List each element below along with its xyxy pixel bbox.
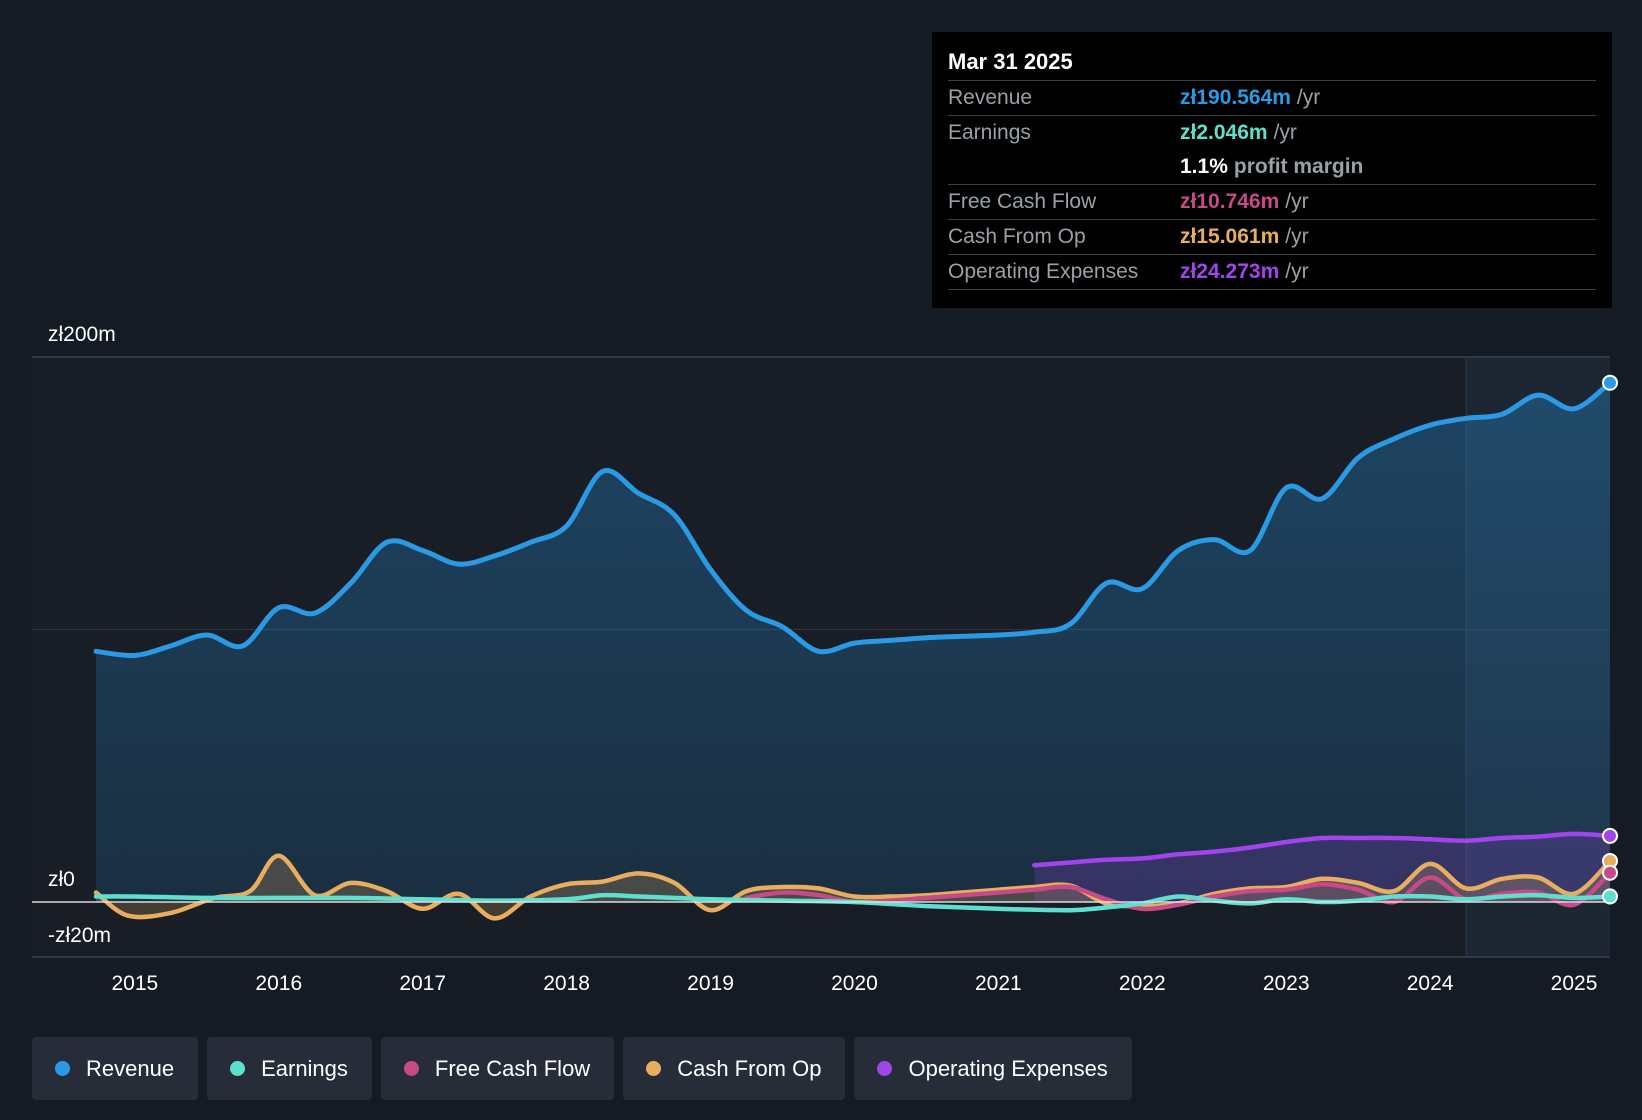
- tooltip-value: zł190.564m: [1180, 86, 1291, 109]
- x-tick-label: 2015: [111, 972, 158, 995]
- legend-label: Cash From Op: [677, 1055, 822, 1081]
- legend-dot-icon: [877, 1061, 893, 1076]
- tooltip-value: zł10.746m: [1180, 190, 1280, 213]
- end-marker-earnings: [1602, 888, 1618, 905]
- x-tick-label: 2025: [1551, 972, 1598, 995]
- legend-label: Operating Expenses: [908, 1055, 1108, 1081]
- tooltip-unit: /yr: [1296, 86, 1321, 109]
- y-tick-label: zł0: [48, 868, 75, 891]
- tooltip-unit: /yr: [1273, 121, 1297, 144]
- legend-dot-icon: [230, 1061, 246, 1076]
- y-tick-label: zł200m: [48, 323, 116, 346]
- legend-dot-icon: [646, 1061, 662, 1076]
- x-tick-label: 2023: [1263, 972, 1310, 995]
- legend-item-operating-expenses[interactable]: Operating Expenses: [854, 1037, 1132, 1100]
- tooltip-value: zł24.273m: [1180, 260, 1280, 283]
- x-tick-label: 2017: [399, 972, 446, 995]
- area-revenue: [96, 382, 1610, 902]
- tooltip-value: zł2.046m: [1180, 121, 1268, 144]
- end-marker-revenue: [1602, 374, 1618, 391]
- tooltip-row-free-cash-flow: Free Cash Flow zł10.746m /yr: [948, 184, 1596, 219]
- y-tick-label: -zł20m: [48, 924, 111, 947]
- tooltip-date: Mar 31 2025: [948, 49, 1073, 74]
- tooltip-unit: /yr: [1285, 225, 1309, 248]
- legend-item-revenue[interactable]: Revenue: [32, 1037, 199, 1100]
- area-operating-expenses: [1034, 833, 1610, 902]
- tooltip-label: Cash From Op: [948, 225, 1086, 248]
- x-tick-label: 2024: [1407, 972, 1454, 995]
- end-marker-free-cash-flow: [1602, 864, 1618, 881]
- end-marker-operating-expenses: [1602, 827, 1618, 844]
- tooltip-value: zł15.061m: [1180, 225, 1280, 248]
- tooltip-label: [948, 150, 1180, 184]
- legend: Revenue Earnings Free Cash Flow Cash Fro…: [32, 1037, 1141, 1100]
- chart-area: zł200m zł0 -zł20m 2015 2016 2017 2018 2019 2020…: [32, 323, 1618, 995]
- legend-dot-icon: [403, 1061, 419, 1076]
- legend-item-free-cash-flow[interactable]: Free Cash Flow: [380, 1037, 615, 1100]
- tooltip-row-profit-margin: 1.1% profit margin: [948, 150, 1596, 184]
- tooltip-row-cash-from-op: Cash From Op zł15.061m /yr: [948, 219, 1596, 254]
- tooltip-label: Free Cash Flow: [948, 190, 1097, 213]
- x-tick-label: 2019: [687, 972, 734, 995]
- tooltip-row-earnings: Earnings zł2.046m /yr: [948, 115, 1596, 150]
- x-tick-label: 2021: [975, 972, 1022, 995]
- legend-item-cash-from-op[interactable]: Cash From Op: [623, 1037, 846, 1100]
- tooltip-unit: /yr: [1285, 260, 1309, 283]
- tooltip-value: 1.1%: [1180, 155, 1228, 178]
- x-tick-label: 2018: [543, 972, 590, 995]
- tooltip-label: Revenue: [948, 86, 1033, 109]
- tooltip-row-operating-expenses: Operating Expenses zł24.273m /yr: [948, 254, 1596, 290]
- legend-label: Earnings: [261, 1055, 348, 1081]
- tooltip: Mar 31 2025 Revenue zł190.564m /yr Earni…: [932, 32, 1612, 308]
- legend-label: Free Cash Flow: [434, 1055, 591, 1081]
- x-tick-label: 2022: [1119, 972, 1166, 995]
- x-tick-label: 2016: [255, 972, 302, 995]
- tooltip-row-revenue: Revenue zł190.564m /yr: [948, 80, 1596, 115]
- legend-label: Revenue: [86, 1055, 175, 1081]
- series-line-operating-expenses: [1032, 831, 1613, 868]
- x-tick-label: 2020: [831, 972, 878, 995]
- tooltip-label: Operating Expenses: [948, 260, 1139, 283]
- series-line-cash-from-op: [93, 853, 1613, 921]
- tooltip-label: Earnings: [948, 121, 1031, 144]
- legend-dot-icon: [55, 1061, 70, 1076]
- tooltip-unit: /yr: [1285, 190, 1309, 213]
- series-line-revenue: [93, 380, 1613, 659]
- series-line-earnings: [93, 892, 1613, 913]
- tooltip-unit: profit margin: [1233, 155, 1364, 178]
- legend-item-earnings[interactable]: Earnings: [207, 1037, 372, 1100]
